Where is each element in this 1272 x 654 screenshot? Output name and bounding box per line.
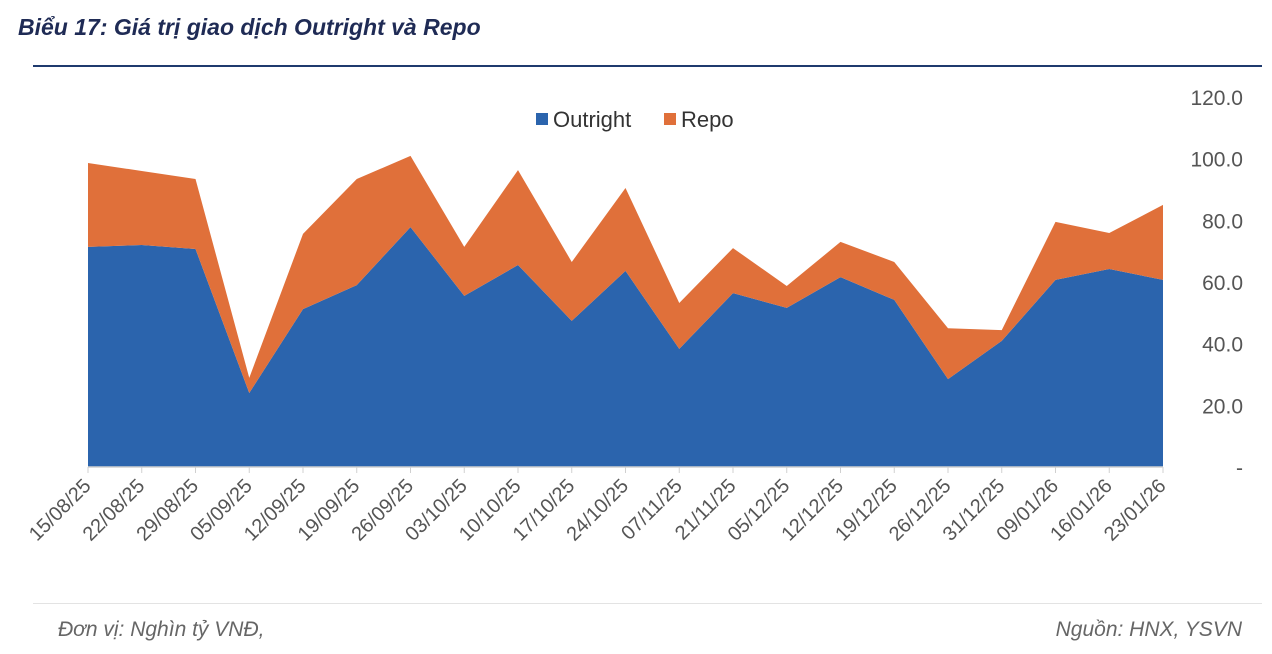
y-tick-label: 40.0 (1202, 334, 1243, 357)
footer-divider (33, 603, 1262, 604)
legend-label-repo: Repo (681, 107, 734, 132)
y-tick-label: 80.0 (1202, 210, 1243, 233)
y-tick-label: 100.0 (1190, 149, 1243, 172)
source-note: Nguồn: HNX, YSVN (1055, 618, 1242, 641)
series-area-repo (88, 155, 1163, 393)
y-tick-label: 120.0 (1190, 87, 1243, 110)
stacked-area-chart: 15/08/2522/08/2529/08/2505/09/2512/09/25… (25, 87, 1243, 546)
y-tick-label: 60.0 (1202, 272, 1243, 295)
legend-label-outright: Outright (553, 107, 631, 132)
unit-note: Đơn vị: Nghìn tỷ VNĐ, (58, 618, 265, 641)
y-tick-label: - (1236, 457, 1243, 480)
series-area-outright (88, 227, 1163, 467)
legend-swatch-outright (536, 113, 548, 125)
y-tick-label: 20.0 (1202, 395, 1243, 418)
title-divider (33, 65, 1262, 67)
legend-swatch-repo (664, 113, 676, 125)
chart-title: Biểu 17: Giá trị giao dịch Outright và R… (18, 14, 481, 40)
